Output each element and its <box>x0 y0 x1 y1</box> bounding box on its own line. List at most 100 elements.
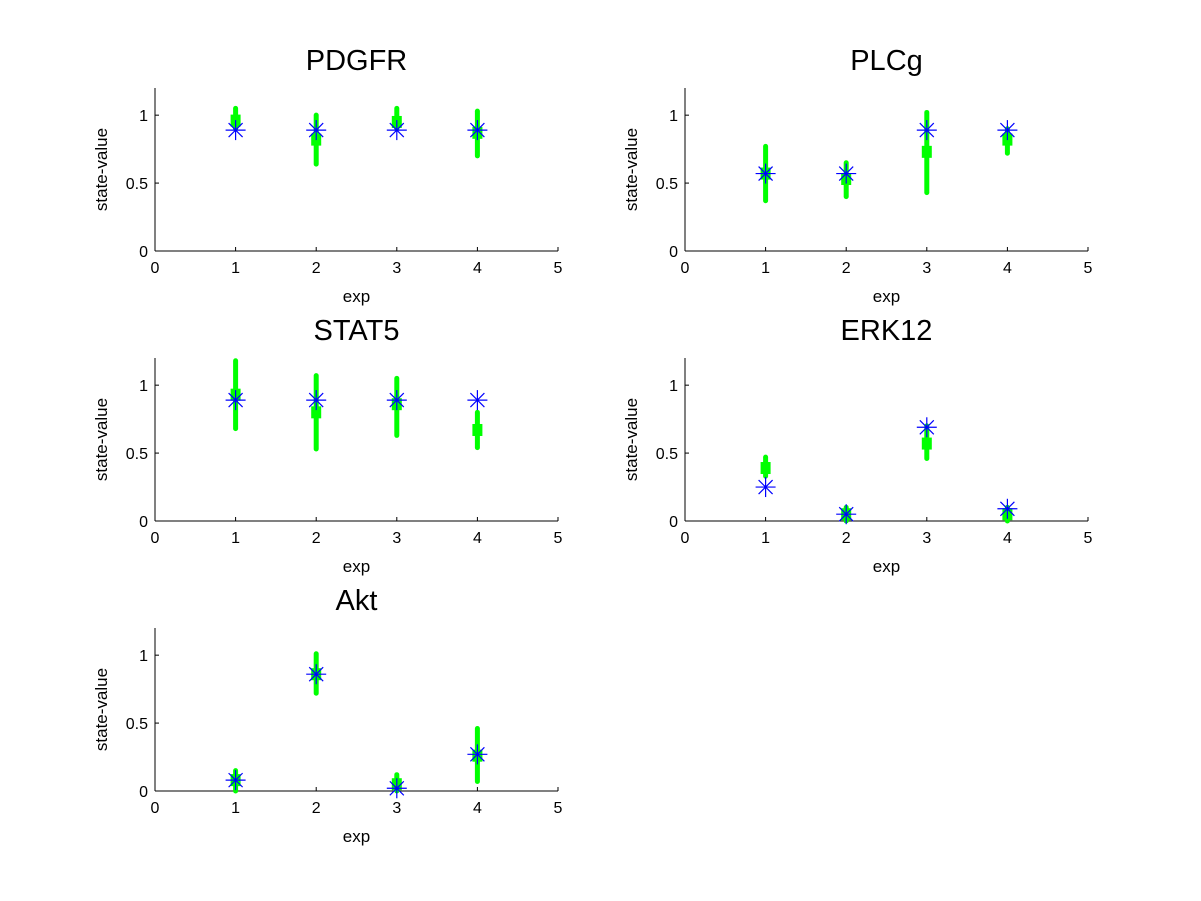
x-tick-label: 2 <box>312 530 321 547</box>
y-tick-label: 1 <box>139 378 148 395</box>
x-tick-label: 1 <box>231 800 240 817</box>
y-tick-label: 1 <box>139 648 148 665</box>
star-stroke <box>469 392 485 408</box>
x-tick-label: 4 <box>473 530 482 547</box>
x-tick-label: 1 <box>761 260 770 277</box>
x-axis-label: exp <box>343 557 370 576</box>
subplot-title: ERK12 <box>841 315 933 347</box>
subplot-title: PDGFR <box>306 45 408 77</box>
x-tick-label: 1 <box>231 530 240 547</box>
x-tick-label: 5 <box>1084 260 1093 277</box>
subplot-plcg: PLCg 0 1 2 3 4 5 0 0.5 1 exp state-value <box>622 45 1093 306</box>
y-tick-label: 0.5 <box>126 176 148 193</box>
x-axis-label: exp <box>343 287 370 306</box>
star-stroke <box>919 419 935 435</box>
star-stroke <box>389 780 405 796</box>
star-stroke <box>308 392 324 408</box>
x-tick-label: 3 <box>922 260 931 277</box>
star-stroke <box>838 166 854 181</box>
x-tick-label: 4 <box>473 260 482 277</box>
x-tick-label: 0 <box>151 260 160 277</box>
y-tick-label: 0 <box>669 244 678 261</box>
star-stroke <box>758 166 774 181</box>
simulated-star-marker <box>225 770 246 791</box>
y-axis-label: state-value <box>622 128 641 211</box>
simulated-star-marker <box>386 120 407 141</box>
measured-point <box>311 406 322 419</box>
simulated-star-marker <box>997 498 1018 519</box>
subplot-title: STAT5 <box>314 315 400 347</box>
simulated-star-marker <box>916 417 937 438</box>
star-stroke <box>999 501 1015 517</box>
measured-point <box>921 437 932 450</box>
y-tick-label: 1 <box>669 378 678 395</box>
star-stroke <box>919 122 935 138</box>
simulated-star-marker <box>467 390 488 411</box>
star-stroke <box>758 479 774 495</box>
x-tick-label: 0 <box>681 530 690 547</box>
y-axis-label: state-value <box>92 128 111 211</box>
simulated-star-marker <box>386 778 407 799</box>
measured-point <box>921 145 932 158</box>
simulated-star-marker <box>755 163 776 184</box>
subplot-pdgfr: PDGFR 0 1 2 3 4 5 0 0.5 1 exp state-value <box>92 45 563 306</box>
x-tick-label: 3 <box>392 800 401 817</box>
x-tick-label: 4 <box>1003 260 1012 277</box>
measured-point <box>760 462 771 475</box>
x-tick-label: 1 <box>761 530 770 547</box>
x-tick-label: 2 <box>312 260 321 277</box>
star-stroke <box>228 122 244 138</box>
y-tick-label: 0.5 <box>126 446 148 463</box>
star-stroke <box>308 666 324 682</box>
subplot-akt: Akt 0 1 2 3 4 5 0 0.5 1 exp state-value <box>92 585 563 846</box>
simulated-star-marker <box>306 664 327 685</box>
simulated-star-marker <box>467 120 488 141</box>
x-tick-label: 4 <box>1003 530 1012 547</box>
x-tick-label: 5 <box>1084 530 1093 547</box>
star-stroke <box>469 746 485 762</box>
star-stroke <box>228 392 244 408</box>
star-stroke <box>469 122 485 138</box>
y-tick-label: 1 <box>139 108 148 125</box>
star-stroke <box>999 122 1015 138</box>
y-axis-label: state-value <box>92 398 111 481</box>
x-tick-label: 5 <box>554 260 563 277</box>
subplot-stat5: STAT5 0 1 2 3 4 5 0 0.5 1 exp state-value <box>92 315 563 576</box>
y-tick-label: 0 <box>139 244 148 261</box>
subplot-erk12: ERK12 0 1 2 3 4 5 0 0.5 1 exp state-value <box>622 315 1093 576</box>
y-axis-label: state-value <box>92 668 111 751</box>
measured-point <box>472 423 483 436</box>
y-tick-label: 0 <box>139 784 148 801</box>
simulated-star-marker <box>836 163 857 184</box>
simulated-star-marker <box>306 390 327 411</box>
x-tick-label: 1 <box>231 260 240 277</box>
x-tick-label: 0 <box>151 800 160 817</box>
x-axis-label: exp <box>343 827 370 846</box>
star-stroke <box>389 392 405 408</box>
y-tick-label: 0 <box>669 514 678 531</box>
simulated-star-marker <box>467 744 488 765</box>
y-tick-label: 1 <box>669 108 678 125</box>
x-tick-label: 0 <box>151 530 160 547</box>
y-axis-label: state-value <box>622 398 641 481</box>
x-tick-label: 3 <box>392 260 401 277</box>
y-tick-label: 0.5 <box>656 176 678 193</box>
y-tick-label: 0 <box>139 514 148 531</box>
star-stroke <box>308 122 324 138</box>
star-stroke <box>228 772 244 788</box>
simulated-star-marker <box>836 504 857 525</box>
x-tick-label: 5 <box>554 800 563 817</box>
x-tick-label: 3 <box>392 530 401 547</box>
simulated-star-marker <box>386 390 407 411</box>
x-tick-label: 4 <box>473 800 482 817</box>
x-axis-label: exp <box>873 287 900 306</box>
star-stroke <box>838 506 854 522</box>
x-tick-label: 3 <box>922 530 931 547</box>
x-tick-label: 2 <box>842 260 851 277</box>
simulated-star-marker <box>306 120 327 141</box>
simulated-star-marker <box>997 120 1018 141</box>
y-tick-label: 0.5 <box>656 446 678 463</box>
x-tick-label: 0 <box>681 260 690 277</box>
simulated-star-marker <box>916 120 937 141</box>
